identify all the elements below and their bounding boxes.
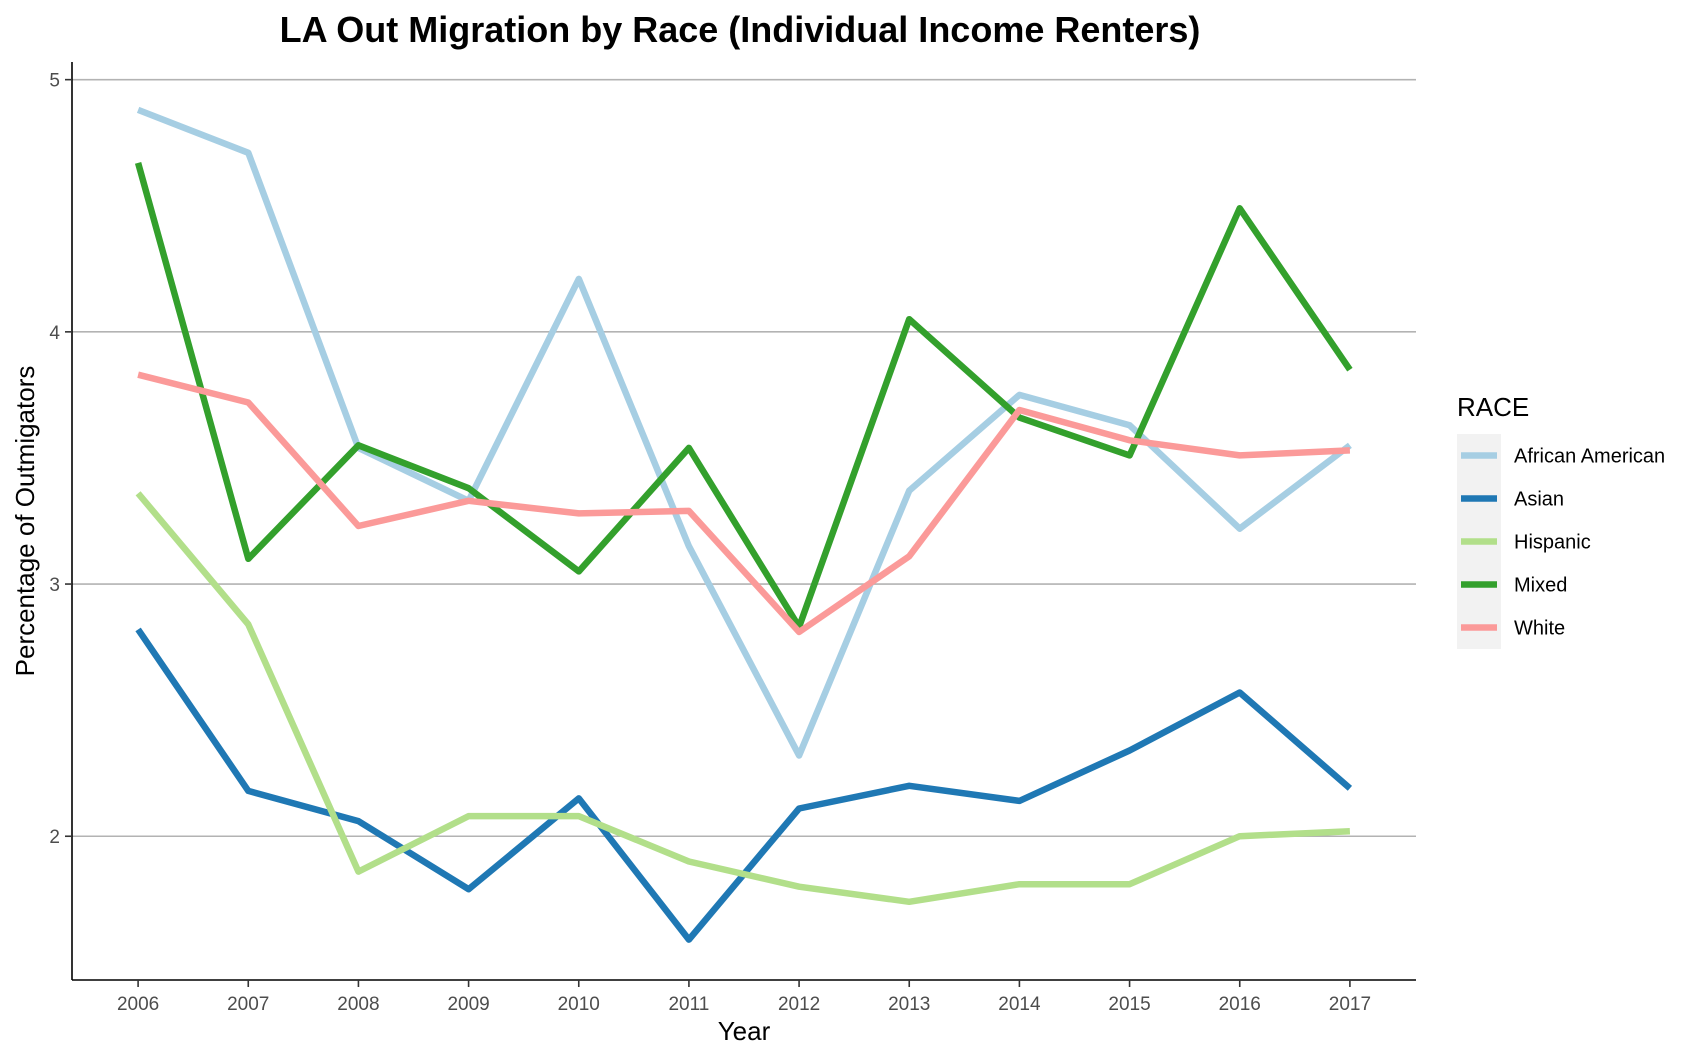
x-tick-label: 2017 <box>1329 994 1371 1015</box>
y-tick-label: 2 <box>49 827 60 848</box>
series-lines <box>134 106 1353 943</box>
legend-label-hispanic: Hispanic <box>1514 532 1591 554</box>
x-tick-label: 2006 <box>117 994 159 1015</box>
y-tick-label: 4 <box>49 323 60 344</box>
x-axis-ticks: 2006 2007 2008 2009 2010 2011 2012 2013 2014 2015… <box>117 980 1371 1015</box>
x-tick-label: 2011 <box>668 994 709 1015</box>
chart-title: LA Out Migration by Race (Individual Inc… <box>280 9 1201 50</box>
y-axis-title: Percentage of Outmigators <box>10 366 40 677</box>
series-line-white <box>137 371 1351 636</box>
x-tick-label: 2007 <box>227 994 269 1015</box>
x-tick-label: 2014 <box>998 994 1041 1015</box>
y-tick-label: 3 <box>49 575 60 596</box>
series-line-hispanic <box>135 491 1351 906</box>
y-axis-ticks: 2 3 4 5 <box>49 71 72 848</box>
x-tick-label: 2009 <box>447 994 489 1015</box>
x-tick-label: 2010 <box>558 994 600 1015</box>
x-axis-title: Year <box>718 1016 771 1046</box>
gridlines <box>72 78 1416 838</box>
x-tick-label: 2013 <box>888 994 930 1015</box>
y-tick-label: 5 <box>49 71 60 92</box>
legend-label-mixed: Mixed <box>1514 575 1567 597</box>
legend: RACE African American Asian Hispanic Mixed W… <box>1457 392 1665 649</box>
series-line-african-american <box>136 106 1352 759</box>
x-tick-label: 2008 <box>337 994 379 1015</box>
legend-label-african-american: African American <box>1514 446 1665 468</box>
x-tick-label: 2016 <box>1219 994 1261 1015</box>
legend-label-asian: Asian <box>1514 489 1564 511</box>
x-tick-label: 2012 <box>778 994 820 1015</box>
legend-items: African American Asian Hispanic Mixed White <box>1457 434 1665 649</box>
legend-title: RACE <box>1457 392 1529 422</box>
x-tick-label: 2015 <box>1108 994 1150 1015</box>
series-line-mixed <box>134 162 1353 631</box>
legend-label-white: White <box>1514 618 1565 640</box>
